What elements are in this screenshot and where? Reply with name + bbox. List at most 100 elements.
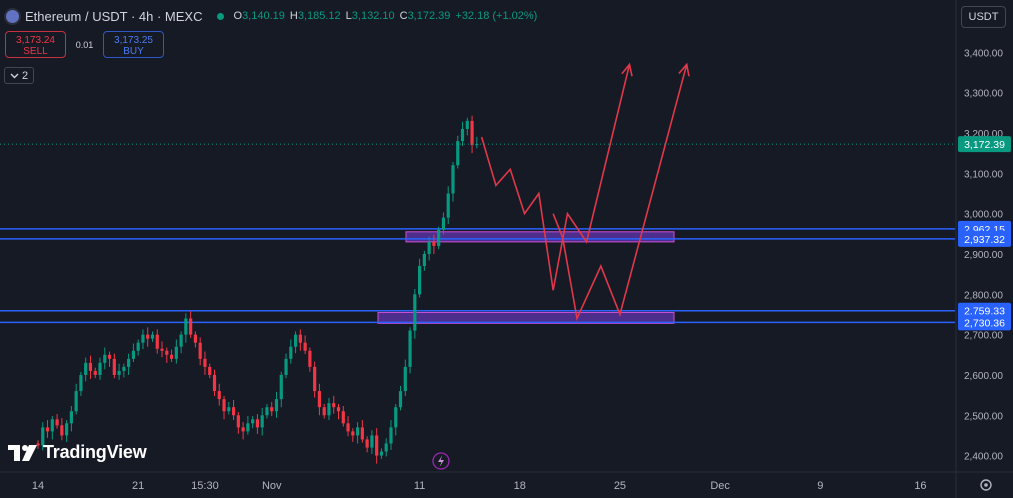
candle-body: [346, 423, 350, 432]
candle-body: [222, 399, 226, 412]
candle-body: [241, 427, 245, 432]
x-tick-label: 21: [132, 480, 144, 492]
candle-body: [317, 391, 322, 408]
candle-body: [274, 399, 279, 412]
lightning-icon: [438, 455, 444, 467]
candle-body: [398, 391, 403, 408]
zone-bottom-tag: [958, 230, 1011, 247]
candle-body: [293, 334, 298, 347]
y-tick-label: 2,700.00: [964, 331, 1003, 342]
candle-body: [322, 407, 326, 416]
candle-body: [184, 318, 188, 335]
candle-body: [160, 348, 164, 351]
candle-body: [384, 443, 388, 452]
candle-body: [169, 354, 174, 359]
candle-body: [413, 294, 417, 331]
arrow-head: [621, 62, 633, 77]
candle-body: [98, 362, 102, 375]
zone-bottom-tag: [958, 314, 1011, 331]
market-status-icon: [217, 12, 225, 20]
candle-body: [251, 419, 255, 424]
y-tick-label: 2,900.00: [964, 250, 1003, 261]
candle-body: [246, 423, 250, 432]
candle-body: [189, 318, 193, 335]
x-tick-label: Dec: [710, 480, 730, 492]
candle-body: [93, 370, 97, 375]
candle-body: [84, 362, 88, 375]
candle-body: [289, 346, 293, 359]
candle-body: [112, 358, 116, 375]
sell-button[interactable]: 3,173.24 SELL: [5, 31, 66, 58]
y-tick-label: 3,300.00: [964, 89, 1003, 100]
buy-price: 3,173.25: [114, 35, 153, 46]
arrow-head: [678, 62, 690, 77]
indicators-count: 2: [21, 69, 29, 82]
candle-body: [351, 431, 355, 436]
candle-body: [127, 358, 131, 367]
candle-body: [236, 415, 240, 428]
ohlc-low: L3,132.10: [345, 10, 395, 22]
candle-body: [270, 407, 274, 412]
candle-body: [136, 342, 140, 351]
candle-body: [432, 241, 436, 246]
tradingview-wordmark: TradingView: [43, 442, 147, 462]
candle-body: [122, 366, 126, 371]
candle-body: [456, 141, 460, 166]
candle-body: [336, 407, 341, 412]
zone-bottom-tag-label: 2,937.32: [964, 234, 1005, 246]
candle-body: [231, 407, 236, 416]
candle-body: [418, 266, 422, 295]
candle-body: [179, 334, 183, 347]
candle-body: [45, 427, 50, 432]
zone-box: [377, 311, 675, 324]
candle-body: [165, 350, 169, 355]
buy-label: BUY: [123, 46, 144, 57]
tradingview-logo[interactable]: TradingView: [8, 442, 147, 463]
candle-body: [36, 443, 40, 446]
candle-body: [227, 407, 231, 412]
indicators-toggle-button[interactable]: 2: [4, 67, 34, 84]
last-price-tag-label: 3,172.39: [964, 139, 1005, 151]
projection-arrow[interactable]: [480, 64, 631, 291]
candle-body: [394, 407, 398, 428]
candle-body: [265, 407, 269, 416]
candle-body: [313, 366, 317, 392]
candle-body: [69, 411, 73, 424]
candle-body: [360, 427, 364, 440]
candle-body: [403, 366, 407, 392]
last-price-tag: [958, 136, 1011, 153]
candle-body: [217, 391, 221, 400]
candle-body: [298, 334, 302, 343]
candle-body: [74, 391, 78, 412]
candle-body: [365, 439, 369, 448]
candle-body: [255, 419, 260, 428]
buy-button[interactable]: 3,173.25 BUY: [103, 31, 164, 58]
candle-body: [88, 362, 93, 371]
chart-legend: Ethereum / USDT · 4h · MEXC O3,140.19 H3…: [6, 4, 537, 28]
zone-box: [405, 231, 675, 243]
candle-body: [50, 419, 54, 432]
candle-body: [427, 241, 431, 254]
candle-body: [332, 403, 336, 408]
x-tick-label: 14: [32, 480, 44, 492]
settings-gear-icon[interactable]: [980, 479, 992, 491]
y-tick-label: 2,600.00: [964, 371, 1003, 382]
currency-selector[interactable]: USDT: [961, 6, 1006, 28]
candle-body: [103, 354, 107, 363]
trade-panel: 3,173.24 SELL 0.01 3,173.25 BUY: [5, 31, 164, 58]
y-tick-label: 3,100.00: [964, 169, 1003, 180]
candle-body: [389, 427, 393, 444]
candle-body: [451, 165, 455, 194]
candle-body: [470, 120, 474, 146]
candle-body: [422, 253, 426, 267]
candle-body: [437, 229, 441, 246]
ethereum-icon: [6, 9, 19, 23]
candle-body: [341, 411, 345, 424]
candle-body: [65, 423, 69, 436]
sell-label: SELL: [23, 46, 48, 57]
y-tick-label: 2,800.00: [964, 290, 1003, 301]
candle-body: [279, 374, 283, 400]
projection-arrow[interactable]: [552, 64, 688, 322]
symbol-title[interactable]: Ethereum / USDT · 4h · MEXC: [25, 8, 203, 24]
